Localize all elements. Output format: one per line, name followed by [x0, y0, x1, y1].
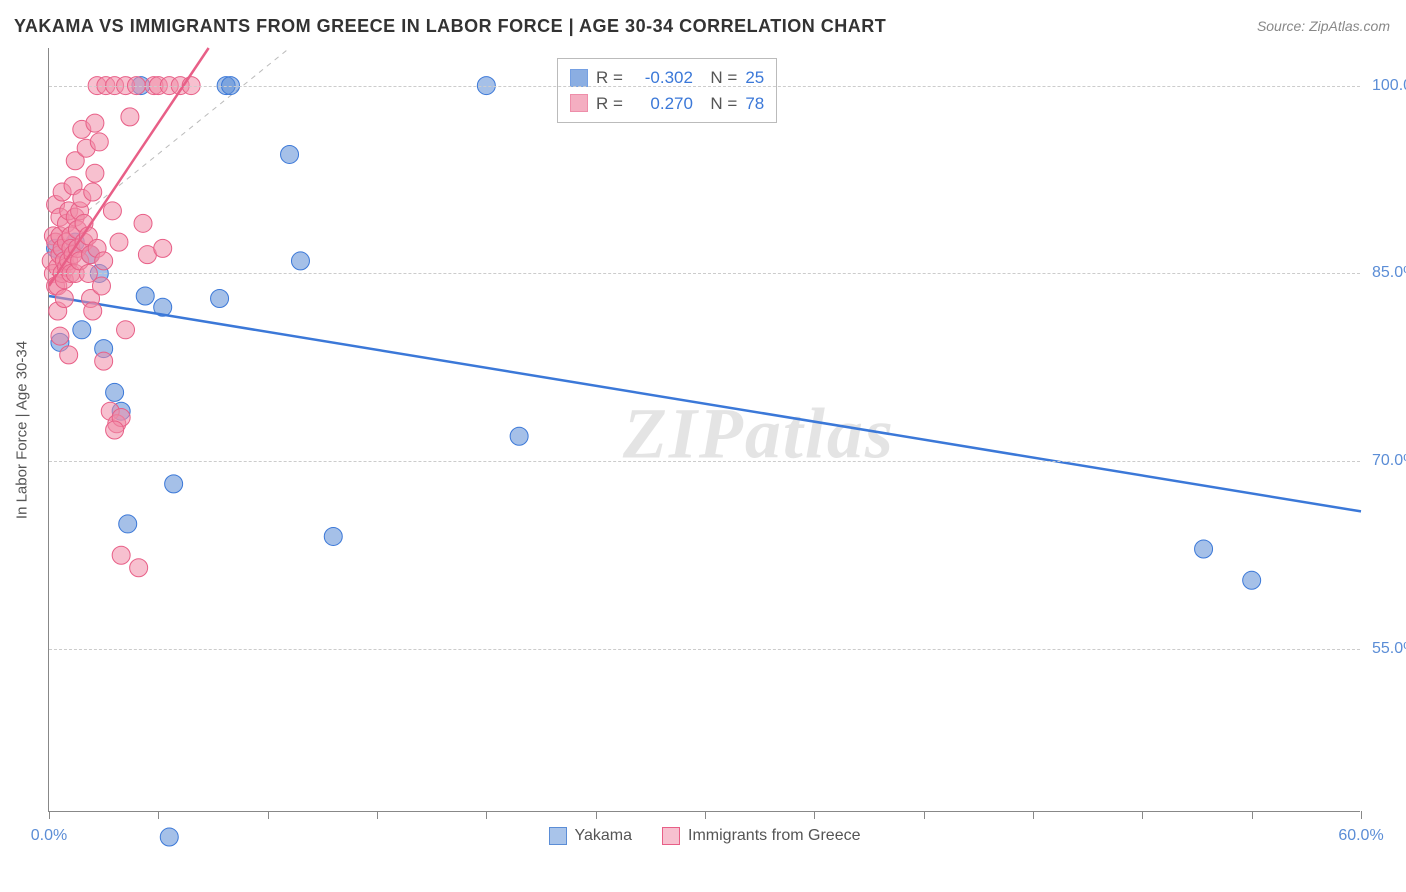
data-point [211, 289, 229, 307]
legend-n-value: 78 [745, 91, 764, 117]
data-point [1243, 571, 1261, 589]
legend-n-label: N = [701, 65, 737, 91]
legend-label: Immigrants from Greece [688, 827, 860, 845]
legend-swatch [570, 94, 588, 112]
scatter-svg [49, 48, 1360, 811]
data-point [55, 289, 73, 307]
x-tick [1033, 811, 1034, 819]
correlation-chart: YAKAMA VS IMMIGRANTS FROM GREECE IN LABO… [0, 0, 1406, 892]
data-point [121, 108, 139, 126]
data-point [130, 559, 148, 577]
legend-swatch [662, 827, 680, 845]
data-point [106, 383, 124, 401]
trend-line [49, 296, 1361, 511]
x-tick [1361, 811, 1362, 819]
data-point [73, 321, 91, 339]
legend-row: R = -0.302 N = 25 [570, 65, 764, 91]
legend-swatch [570, 69, 588, 87]
x-tick [705, 811, 706, 819]
x-tick [268, 811, 269, 819]
x-tick [49, 811, 50, 819]
data-point [119, 515, 137, 533]
data-point [86, 164, 104, 182]
data-point [510, 427, 528, 445]
source-attribution: Source: ZipAtlas.com [1257, 18, 1390, 34]
data-point [281, 145, 299, 163]
plot-area: ZIPatlas R = -0.302 N = 25R = 0.270 N = … [48, 48, 1360, 812]
x-tick [1252, 811, 1253, 819]
x-tick [158, 811, 159, 819]
x-tick [814, 811, 815, 819]
legend-series: Yakama Immigrants from Greece [549, 827, 861, 845]
x-tick [486, 811, 487, 819]
legend-item: Immigrants from Greece [662, 827, 860, 845]
x-tick-label: 60.0% [1338, 827, 1383, 845]
data-point [90, 133, 108, 151]
legend-swatch [549, 827, 567, 845]
legend-correlation-box: R = -0.302 N = 25R = 0.270 N = 78 [557, 58, 777, 123]
gridline-h [49, 649, 1360, 650]
data-point [51, 327, 69, 345]
legend-r-label: R = [596, 91, 623, 117]
data-point [112, 546, 130, 564]
legend-n-label: N = [701, 91, 737, 117]
legend-r-value: 0.270 [631, 91, 693, 117]
chart-title: YAKAMA VS IMMIGRANTS FROM GREECE IN LABO… [14, 16, 886, 37]
data-point [103, 202, 121, 220]
gridline-h [49, 461, 1360, 462]
gridline-h [49, 273, 1360, 274]
data-point [92, 277, 110, 295]
data-point [136, 287, 154, 305]
legend-item: Yakama [549, 827, 633, 845]
data-point [154, 239, 172, 257]
data-point [291, 252, 309, 270]
data-point [160, 828, 178, 846]
x-tick [377, 811, 378, 819]
data-point [84, 183, 102, 201]
data-point [117, 321, 135, 339]
legend-row: R = 0.270 N = 78 [570, 91, 764, 117]
x-tick-label: 0.0% [31, 827, 67, 845]
data-point [86, 114, 104, 132]
legend-r-value: -0.302 [631, 65, 693, 91]
data-point [165, 475, 183, 493]
y-axis-label: In Labor Force | Age 30-34 [14, 341, 31, 519]
data-point [95, 252, 113, 270]
x-tick [1142, 811, 1143, 819]
gridline-h [49, 86, 1360, 87]
y-tick-label: 55.0% [1372, 640, 1406, 658]
data-point [134, 214, 152, 232]
data-point [84, 302, 102, 320]
data-point [60, 346, 78, 364]
data-point [324, 527, 342, 545]
data-point [110, 233, 128, 251]
x-tick [596, 811, 597, 819]
y-tick-label: 100.0% [1372, 77, 1406, 95]
y-tick-label: 85.0% [1372, 264, 1406, 282]
legend-label: Yakama [575, 827, 633, 845]
data-point [95, 352, 113, 370]
legend-r-label: R = [596, 65, 623, 91]
x-tick [924, 811, 925, 819]
data-point [1195, 540, 1213, 558]
y-tick-label: 70.0% [1372, 452, 1406, 470]
legend-n-value: 25 [745, 65, 764, 91]
data-point [106, 421, 124, 439]
